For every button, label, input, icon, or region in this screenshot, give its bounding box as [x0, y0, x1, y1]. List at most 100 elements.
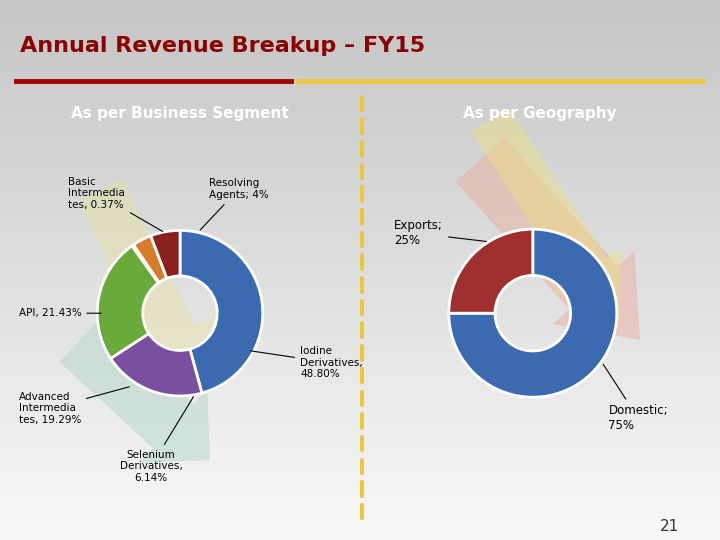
Bar — [0, 491, 720, 497]
Bar — [0, 167, 720, 173]
Bar — [0, 389, 720, 394]
Text: Basic
Intermedia
tes, 0.37%: Basic Intermedia tes, 0.37% — [68, 177, 163, 232]
Bar — [0, 0, 720, 5]
Bar — [0, 367, 720, 373]
Bar — [0, 302, 720, 308]
Bar — [0, 16, 720, 22]
Bar — [0, 32, 720, 38]
Wedge shape — [449, 229, 617, 397]
Bar — [0, 270, 720, 275]
Bar — [0, 297, 720, 302]
Bar — [0, 448, 720, 454]
Wedge shape — [133, 236, 167, 282]
Bar — [0, 470, 720, 475]
Bar — [0, 243, 720, 248]
Bar — [0, 43, 720, 49]
Bar — [0, 70, 720, 76]
Bar — [0, 292, 720, 297]
Bar — [0, 286, 720, 292]
Bar — [0, 394, 720, 400]
Bar — [0, 340, 720, 346]
Text: API, 21.43%: API, 21.43% — [19, 308, 101, 318]
Bar — [0, 108, 720, 113]
Bar — [0, 205, 720, 211]
Bar — [0, 443, 720, 448]
Bar — [0, 194, 720, 200]
Bar — [0, 524, 720, 529]
Bar — [0, 119, 720, 124]
Text: Selenium
Derivatives,
6.14%: Selenium Derivatives, 6.14% — [120, 397, 194, 483]
Text: As per Business Segment: As per Business Segment — [71, 106, 289, 122]
Bar — [0, 335, 720, 340]
Bar — [0, 59, 720, 65]
Bar — [0, 410, 720, 416]
Bar — [0, 146, 720, 151]
Bar — [0, 432, 720, 437]
Bar — [0, 373, 720, 378]
Bar — [0, 38, 720, 43]
Bar — [0, 508, 720, 513]
Bar — [0, 124, 720, 130]
Bar — [0, 265, 720, 270]
Wedge shape — [132, 245, 159, 283]
Bar — [0, 378, 720, 383]
Bar — [0, 221, 720, 227]
Bar — [0, 11, 720, 16]
Bar — [0, 486, 720, 491]
Bar — [0, 362, 720, 367]
Bar — [0, 275, 720, 281]
FancyArrow shape — [471, 108, 621, 320]
Text: Domestic;
75%: Domestic; 75% — [603, 364, 668, 432]
Bar — [0, 200, 720, 205]
Bar — [0, 113, 720, 119]
Bar — [0, 481, 720, 486]
Bar — [0, 173, 720, 178]
Bar — [0, 92, 720, 97]
Bar — [0, 421, 720, 427]
FancyArrow shape — [60, 318, 210, 463]
Wedge shape — [449, 229, 533, 313]
Bar — [0, 454, 720, 459]
Text: 21: 21 — [660, 519, 679, 534]
Bar — [0, 151, 720, 157]
Bar — [0, 475, 720, 481]
Bar — [0, 313, 720, 319]
Bar — [0, 22, 720, 27]
Bar — [0, 464, 720, 470]
Bar — [0, 54, 720, 59]
Bar — [0, 459, 720, 464]
Bar — [0, 383, 720, 389]
Bar — [0, 184, 720, 189]
Text: Exports;
25%: Exports; 25% — [394, 219, 487, 247]
Text: Advanced
Intermedia
tes, 19.29%: Advanced Intermedia tes, 19.29% — [19, 387, 130, 425]
Bar — [0, 5, 720, 11]
Bar — [0, 513, 720, 518]
Bar — [0, 259, 720, 265]
Bar — [0, 518, 720, 524]
Bar — [0, 351, 720, 356]
Bar — [0, 346, 720, 351]
Bar — [0, 227, 720, 232]
Bar — [0, 529, 720, 535]
Bar — [0, 86, 720, 92]
Bar — [0, 254, 720, 259]
Bar — [0, 97, 720, 103]
Bar — [0, 416, 720, 421]
Text: Resolving
Agents; 4%: Resolving Agents; 4% — [200, 178, 269, 230]
FancyArrow shape — [456, 138, 640, 340]
Bar — [0, 405, 720, 410]
Bar — [0, 535, 720, 540]
Bar — [0, 238, 720, 243]
Bar — [0, 356, 720, 362]
FancyArrow shape — [78, 179, 213, 390]
Bar — [0, 400, 720, 405]
Bar — [0, 130, 720, 135]
Bar — [0, 281, 720, 286]
Bar — [0, 319, 720, 324]
Bar — [0, 65, 720, 70]
Wedge shape — [180, 231, 263, 393]
Bar — [0, 329, 720, 335]
Bar — [0, 324, 720, 329]
Text: Iodine
Derivatives,
48.80%: Iodine Derivatives, 48.80% — [251, 346, 363, 380]
Bar — [0, 248, 720, 254]
